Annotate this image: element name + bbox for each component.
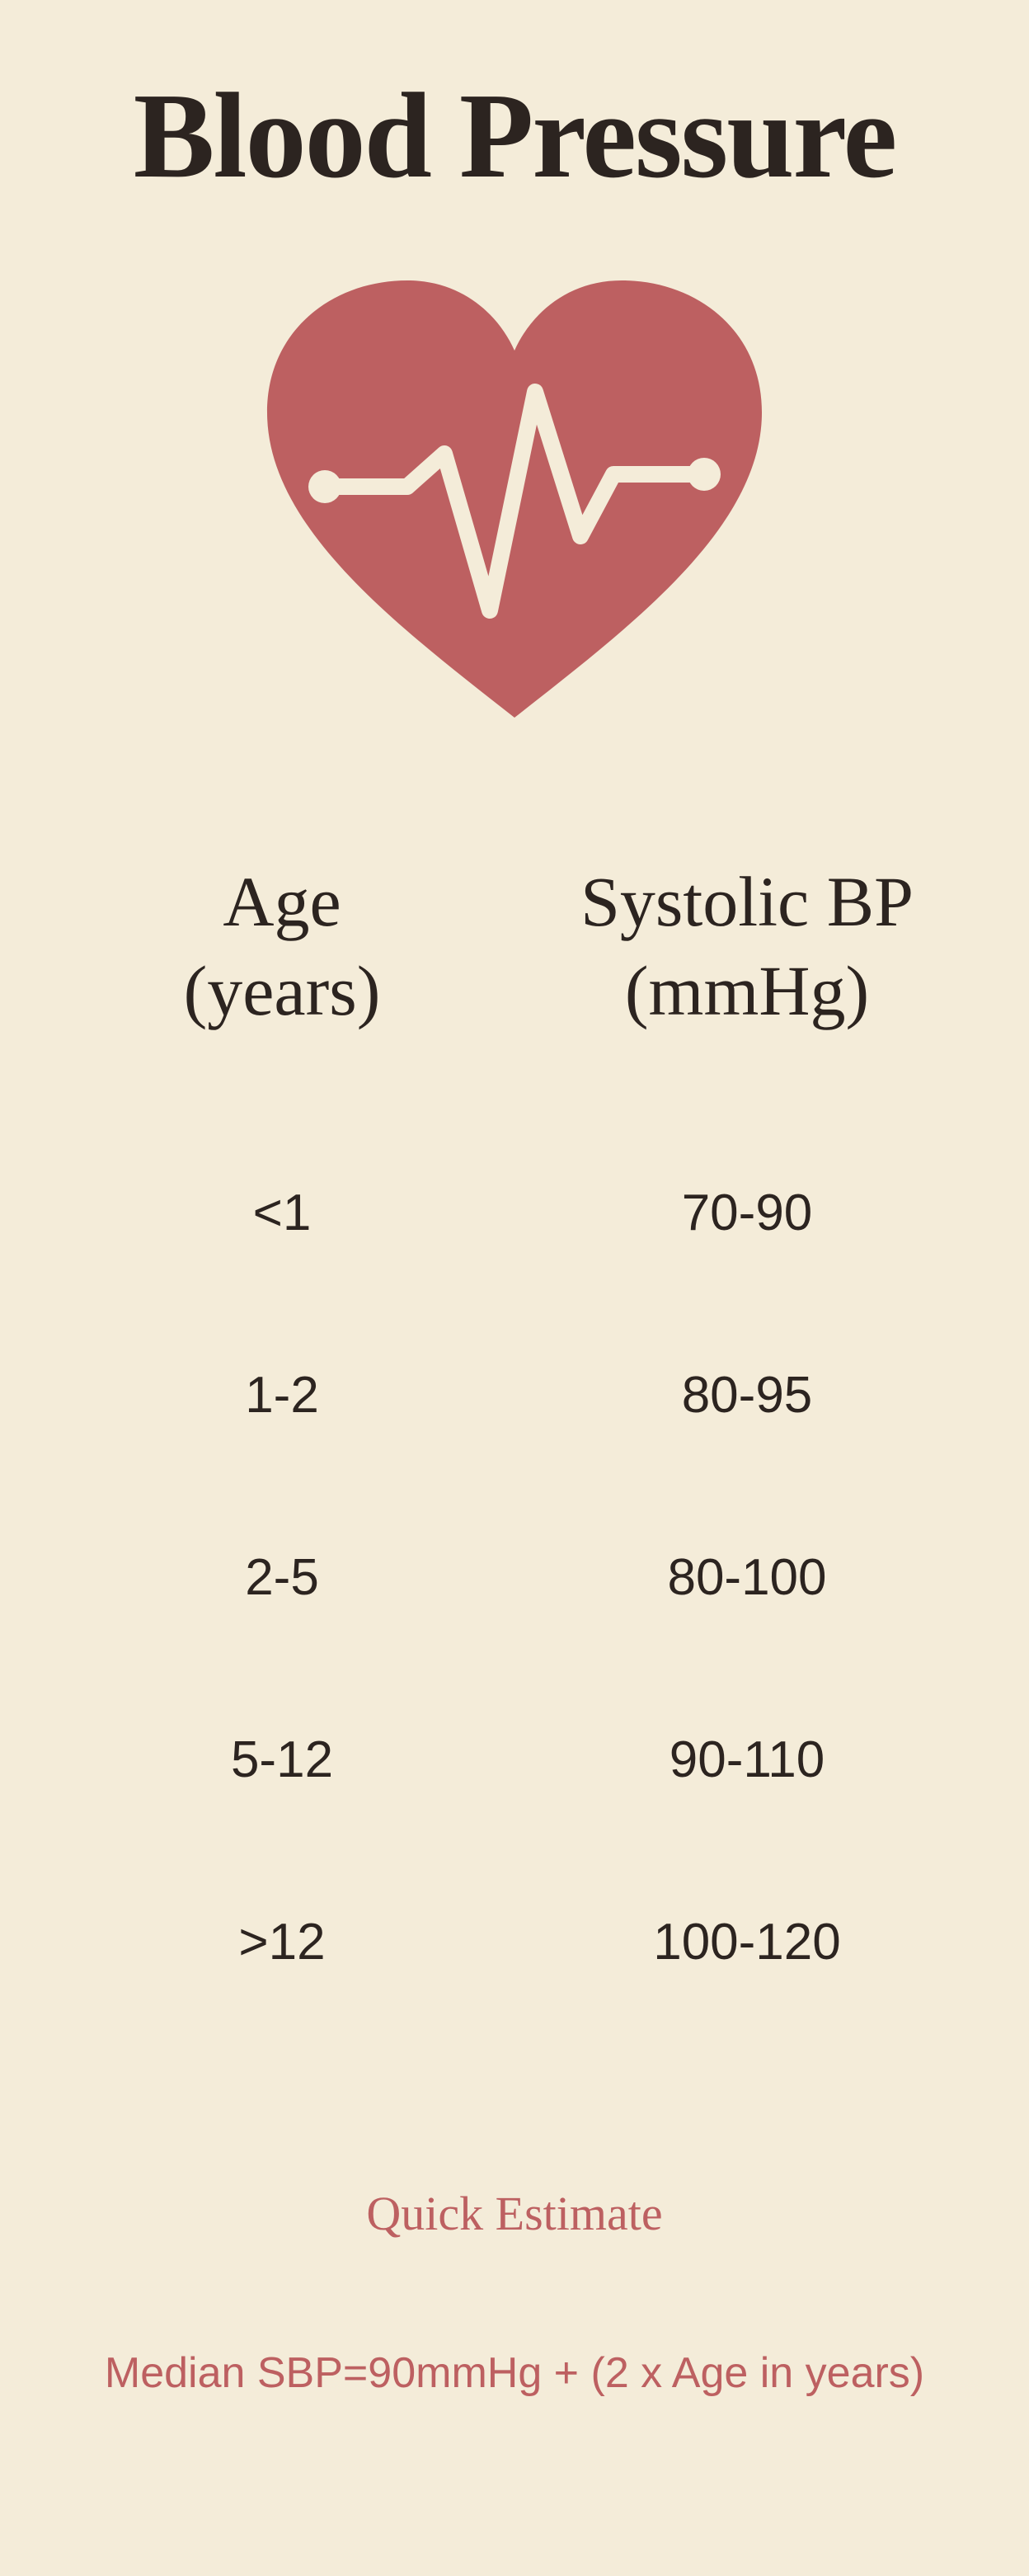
- col-header-bp-line2: (mmHg): [625, 951, 869, 1030]
- table-row: 5-12 90-110: [49, 1731, 980, 1789]
- formula-text: Median SBP=90mmHg + (2 x Age in years): [105, 2348, 924, 2398]
- page-title: Blood Pressure: [134, 66, 895, 206]
- cell-bp: 80-95: [514, 1366, 980, 1425]
- table-row: 1-2 80-95: [49, 1366, 980, 1425]
- cell-age: <1: [49, 1184, 514, 1242]
- heart-pulse-icon: [234, 272, 795, 742]
- cell-bp: 100-120: [514, 1913, 980, 1971]
- table-header-row: Age (years) Systolic BP (mmHg): [49, 858, 980, 1035]
- cell-age: 2-5: [49, 1548, 514, 1607]
- col-header-age: Age (years): [49, 858, 514, 1035]
- cell-age: >12: [49, 1913, 514, 1971]
- table-row: >12 100-120: [49, 1913, 980, 1971]
- table-row: <1 70-90: [49, 1184, 980, 1242]
- col-header-age-line2: (years): [184, 951, 381, 1030]
- infographic-page: Blood Pressure Age (years) Systolic BP (…: [0, 0, 1029, 2576]
- cell-bp: 70-90: [514, 1184, 980, 1242]
- col-header-bp: Systolic BP (mmHg): [514, 858, 980, 1035]
- col-header-age-line1: Age: [223, 862, 341, 941]
- cell-bp: 90-110: [514, 1731, 980, 1789]
- cell-age: 5-12: [49, 1731, 514, 1789]
- col-header-bp-line1: Systolic BP: [580, 862, 914, 941]
- quick-estimate-label: Quick Estimate: [366, 2186, 662, 2241]
- cell-age: 1-2: [49, 1366, 514, 1425]
- bp-table: Age (years) Systolic BP (mmHg) <1 70-90 …: [49, 858, 980, 1971]
- table-body: <1 70-90 1-2 80-95 2-5 80-100 5-12 90-11…: [49, 1184, 980, 1971]
- cell-bp: 80-100: [514, 1548, 980, 1607]
- table-row: 2-5 80-100: [49, 1548, 980, 1607]
